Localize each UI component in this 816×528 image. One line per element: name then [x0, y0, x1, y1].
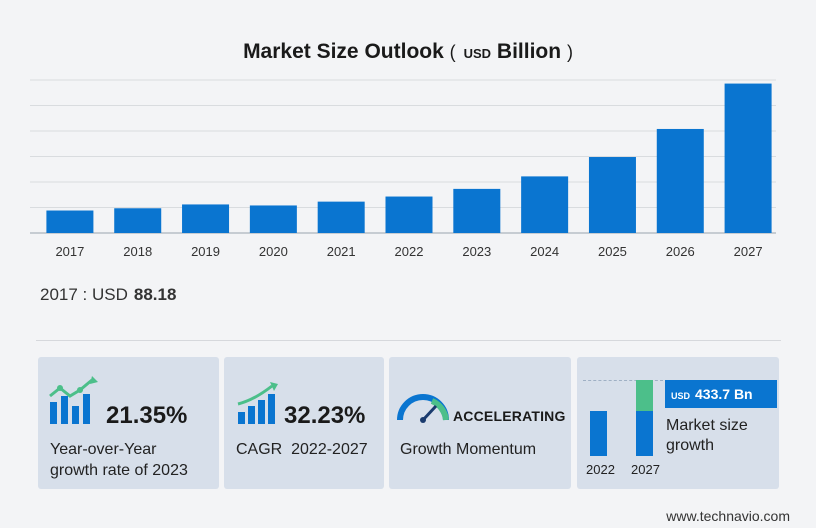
momentum-label: Growth Momentum	[400, 441, 537, 458]
mini-bar-2022	[590, 411, 607, 456]
base-year-number: 88.18	[133, 285, 177, 304]
base-year-value: 2017 : USD 88.18	[40, 285, 176, 305]
bar-2019	[182, 204, 230, 233]
badge-unit: USD	[671, 391, 691, 401]
x-tick-label: 2024	[530, 244, 559, 259]
bar-2023	[453, 188, 501, 233]
bar-chart: 2017 2018 2019 2020 2021 2022 2023 2024 2025 2026…	[30, 79, 776, 259]
bar-2017	[46, 210, 94, 233]
badge-value: 433.7 Bn	[695, 386, 753, 402]
market-size-label-line1: Market size	[666, 417, 748, 434]
growth-chart-icon	[49, 376, 98, 424]
bar-2027	[724, 83, 772, 233]
unit-prefix: USD	[463, 46, 492, 61]
speedometer-icon	[397, 394, 449, 423]
bar-2024	[521, 176, 569, 233]
market-size-label-line2: growth	[666, 437, 715, 454]
mini-bar-2027-base	[636, 411, 653, 456]
bar-2020	[249, 205, 297, 233]
x-tick-label: 2017	[55, 244, 84, 259]
bar-2022	[385, 196, 433, 233]
x-tick-label: 2019	[191, 244, 220, 259]
section-divider	[36, 340, 781, 341]
mini-chart-guide	[583, 380, 663, 382]
mini-bar-2027-growth	[636, 380, 653, 411]
market-size-badge: USD 433.7 Bn	[665, 380, 777, 408]
market-size-card	[577, 357, 779, 489]
bar-2021	[317, 201, 365, 233]
x-tick-label: 2023	[462, 244, 491, 259]
bar-2026	[656, 128, 704, 233]
mini-year-2027: 2027	[631, 462, 660, 477]
x-tick-label: 2020	[259, 244, 288, 259]
yoy-card	[38, 357, 219, 489]
yoy-value: 21.35%	[106, 402, 188, 429]
unit-label: Billion	[496, 40, 562, 63]
chart-title: Market Size Outlook ( USD Billion )	[0, 40, 816, 64]
yoy-label-line2: growth rate of 2023	[50, 462, 188, 479]
footer-url: www.technavio.com	[666, 508, 790, 524]
base-year-label: 2017 : USD	[40, 285, 128, 304]
chart-title-text: Market Size Outlook	[243, 40, 444, 63]
x-tick-label: 2018	[123, 244, 152, 259]
unit-close-paren: )	[566, 42, 573, 62]
mini-year-2022: 2022	[586, 462, 615, 477]
momentum-card	[389, 357, 571, 489]
x-tick-label: 2025	[598, 244, 627, 259]
bar-2025	[588, 157, 636, 233]
bar-2018	[114, 208, 162, 233]
cagr-label: CAGR 2022-2027	[236, 441, 368, 458]
yoy-label-line1: Year-over-Year	[50, 441, 157, 458]
momentum-value: ACCELERATING	[453, 408, 566, 424]
x-tick-label: 2027	[734, 244, 763, 259]
cagr-value: 32.23%	[284, 402, 366, 429]
x-tick-label: 2021	[327, 244, 356, 259]
cagr-chart-icon	[237, 382, 278, 424]
unit-open-paren: (	[449, 42, 456, 62]
x-tick-label: 2022	[395, 244, 424, 259]
x-tick-label: 2026	[666, 244, 695, 259]
